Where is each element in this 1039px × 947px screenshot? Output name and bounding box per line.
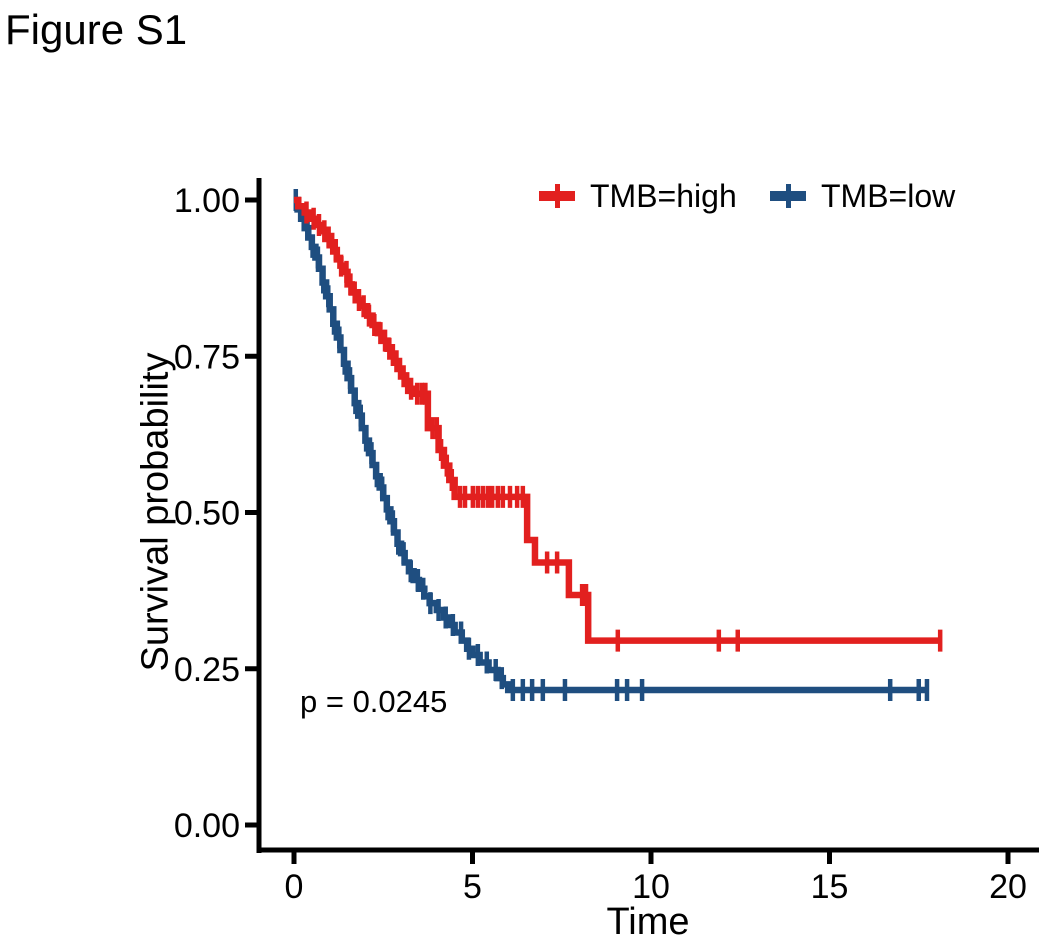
x-tick-label: 20	[989, 868, 1027, 906]
legend-label-tmb-high: TMB=high	[590, 177, 737, 214]
y-tick-label: 0.00	[174, 807, 240, 845]
figure-title: Figure S1	[5, 6, 188, 53]
legend-item-tmb-high: TMB=high	[539, 176, 737, 216]
x-tick-label: 5	[463, 868, 482, 906]
tmb-high-key-censor-tick	[554, 184, 560, 208]
x-tick-label: 0	[285, 868, 304, 906]
tmb-high-key-icon	[539, 183, 575, 209]
survival-curve-tmb-high	[294, 196, 941, 644]
p-value-annotation: p = 0.0245	[300, 684, 448, 719]
tmb-low-key-censor-tick	[785, 184, 791, 208]
tmb-low-key-icon	[770, 183, 806, 209]
y-tick-label: 0.75	[174, 338, 240, 376]
y-tick-label: 1.00	[174, 182, 240, 220]
y-axis-title: Survival probability	[134, 352, 177, 672]
legend-item-tmb-low: TMB=low	[770, 176, 955, 216]
y-tick-label: 0.50	[174, 495, 240, 533]
survival-curve-tmb-low	[294, 196, 928, 694]
y-tick-label: 0.25	[174, 651, 240, 689]
x-axis-title: Time	[606, 901, 690, 943]
x-tick-label: 15	[811, 868, 849, 906]
legend-label-tmb-low: TMB=low	[821, 177, 956, 214]
x-tick-label: 10	[632, 868, 670, 906]
